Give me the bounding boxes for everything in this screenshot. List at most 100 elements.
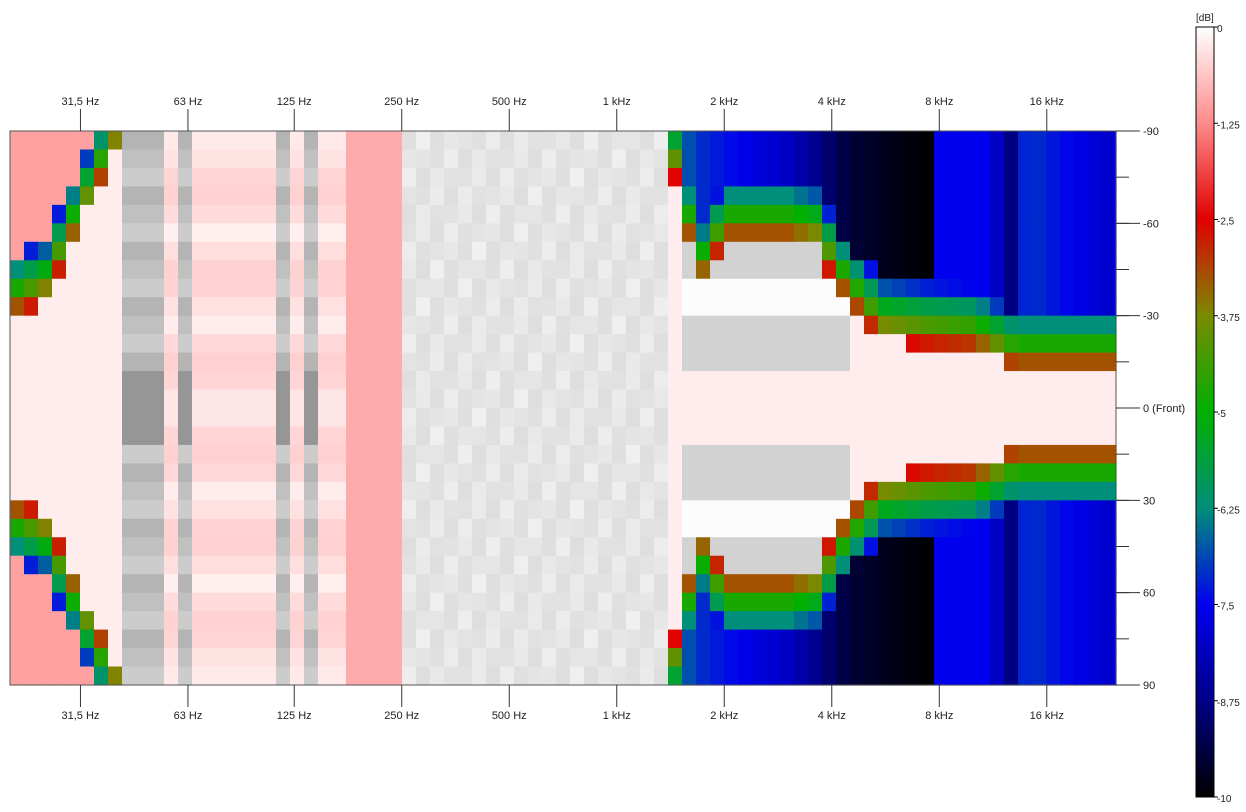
- heatmap-cell: [346, 389, 361, 409]
- heatmap-cell: [304, 426, 319, 446]
- heatmap-cell: [430, 555, 445, 575]
- heatmap-cell: [332, 592, 347, 612]
- heatmap-cell: [738, 315, 753, 335]
- heatmap-cell: [1018, 186, 1033, 206]
- heatmap-cell: [262, 574, 277, 594]
- heatmap-cell: [626, 518, 641, 538]
- heatmap-cell: [80, 389, 95, 409]
- heatmap-cell: [304, 149, 319, 169]
- heatmap-cell: [598, 518, 613, 538]
- heatmap-cell: [738, 444, 753, 464]
- heatmap-cell: [318, 537, 333, 557]
- heatmap-cell: [304, 463, 319, 483]
- heatmap-cell: [1088, 352, 1103, 372]
- heatmap-cell: [822, 463, 837, 483]
- heatmap-cell: [850, 574, 865, 594]
- heatmap-cell: [10, 389, 25, 409]
- heatmap-cell: [934, 297, 949, 317]
- heatmap-cell: [1088, 537, 1103, 557]
- heatmap-cell: [990, 463, 1005, 483]
- heatmap-cell: [542, 371, 557, 391]
- heatmap-cell: [472, 426, 487, 446]
- heatmap-cell: [514, 149, 529, 169]
- heatmap-cell: [346, 149, 361, 169]
- heatmap-cell: [682, 149, 697, 169]
- heatmap-cell: [52, 574, 67, 594]
- heatmap-cell: [570, 463, 585, 483]
- heatmap-cell: [500, 241, 515, 261]
- heatmap-cell: [276, 352, 291, 372]
- heatmap-cell: [892, 334, 907, 354]
- heatmap-cell: [10, 186, 25, 206]
- heatmap-cell: [234, 611, 249, 631]
- heatmap-cell: [570, 241, 585, 261]
- heatmap-cell: [724, 444, 739, 464]
- heatmap-cell: [1074, 297, 1089, 317]
- heatmap-cell: [276, 500, 291, 520]
- heatmap-cell: [654, 278, 669, 298]
- heatmap-cell: [1060, 167, 1075, 187]
- heatmap-cell: [808, 463, 823, 483]
- heatmap-cell: [892, 131, 907, 151]
- heatmap-cell: [626, 481, 641, 501]
- heatmap-cell: [472, 297, 487, 317]
- heatmap-cell: [794, 666, 809, 686]
- heatmap-cell: [1074, 371, 1089, 391]
- x-tick-label-top: 250 Hz: [384, 96, 419, 108]
- heatmap-cell: [136, 371, 151, 391]
- heatmap-cell: [290, 408, 305, 428]
- heatmap-cell: [514, 500, 529, 520]
- heatmap-cell: [234, 241, 249, 261]
- heatmap-cell: [402, 278, 417, 298]
- heatmap-cell: [290, 629, 305, 649]
- heatmap-cell: [738, 666, 753, 686]
- heatmap-cell: [626, 555, 641, 575]
- heatmap-cell: [10, 518, 25, 538]
- heatmap-cell: [528, 260, 543, 280]
- heatmap-cell: [948, 223, 963, 243]
- heatmap-cell: [766, 278, 781, 298]
- heatmap-cell: [52, 444, 67, 464]
- heatmap-cell: [1074, 204, 1089, 224]
- heatmap-cell: [220, 500, 235, 520]
- heatmap-cell: [1018, 574, 1033, 594]
- heatmap-cell: [724, 592, 739, 612]
- heatmap-cell: [780, 297, 795, 317]
- heatmap-cell: [444, 149, 459, 169]
- heatmap-cell: [178, 149, 193, 169]
- heatmap-cell: [766, 648, 781, 668]
- heatmap-cell: [220, 260, 235, 280]
- heatmap-cell: [542, 241, 557, 261]
- heatmap-cell: [486, 481, 501, 501]
- heatmap-cell: [1018, 592, 1033, 612]
- x-tick-label-bottom: 125 Hz: [277, 710, 312, 722]
- heatmap-cell: [906, 463, 921, 483]
- heatmap-cell: [1032, 408, 1047, 428]
- heatmap-cell: [822, 334, 837, 354]
- heatmap-cell: [416, 223, 431, 243]
- heatmap-cell: [752, 167, 767, 187]
- heatmap-cell: [906, 555, 921, 575]
- heatmap-cell: [10, 260, 25, 280]
- heatmap-cell: [500, 555, 515, 575]
- heatmap-cell: [178, 315, 193, 335]
- heatmap-cell: [136, 352, 151, 372]
- x-tick-label-bottom: 31,5 Hz: [61, 710, 99, 722]
- heatmap-cell: [80, 167, 95, 187]
- heatmap-cell: [304, 223, 319, 243]
- heatmap-cell: [374, 555, 389, 575]
- heatmap-cell: [906, 334, 921, 354]
- heatmap-cell: [262, 500, 277, 520]
- heatmap-cell: [94, 592, 109, 612]
- heatmap-cell: [332, 297, 347, 317]
- heatmap-cell: [416, 463, 431, 483]
- heatmap-cell: [584, 131, 599, 151]
- heatmap-cell: [850, 278, 865, 298]
- heatmap-cell: [1004, 648, 1019, 668]
- heatmap-cell: [962, 574, 977, 594]
- heatmap-cell: [178, 518, 193, 538]
- heatmap-cell: [724, 223, 739, 243]
- heatmap-cell: [332, 223, 347, 243]
- heatmap-cell: [906, 352, 921, 372]
- heatmap-cell: [738, 481, 753, 501]
